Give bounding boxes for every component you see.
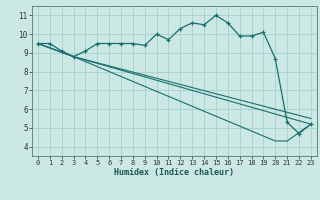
X-axis label: Humidex (Indice chaleur): Humidex (Indice chaleur) xyxy=(115,168,234,177)
